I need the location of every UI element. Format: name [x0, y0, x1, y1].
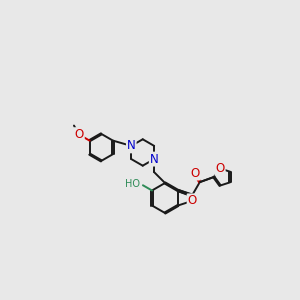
Text: O: O	[190, 167, 199, 180]
Text: O: O	[215, 162, 225, 175]
Text: N: N	[127, 140, 136, 152]
Text: HO: HO	[125, 179, 140, 189]
Text: N: N	[150, 153, 158, 166]
Text: O: O	[75, 128, 84, 141]
Text: O: O	[188, 194, 197, 207]
